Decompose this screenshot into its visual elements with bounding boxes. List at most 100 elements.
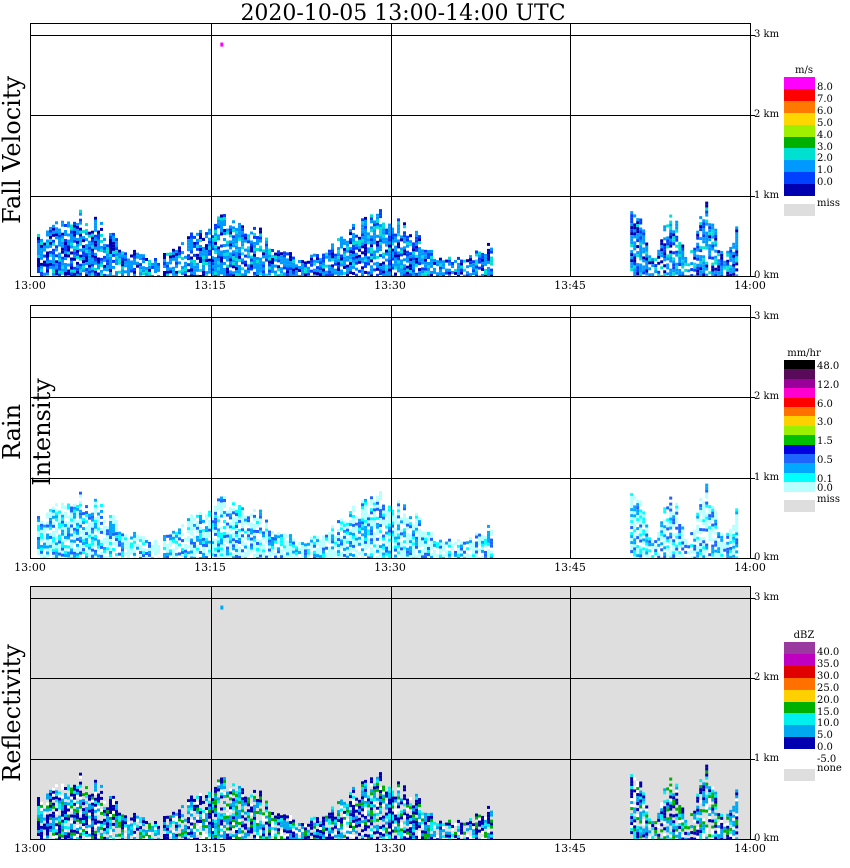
- echo-cell: [283, 814, 286, 818]
- echo-cell: [259, 245, 262, 249]
- echo-cell: [118, 833, 121, 837]
- echo-cell: [352, 804, 355, 808]
- echo-cell: [145, 821, 148, 824]
- echo-cell: [331, 836, 334, 839]
- echo-cell: [130, 260, 133, 264]
- echo-cell: [190, 529, 193, 533]
- echo-cell: [202, 555, 205, 558]
- echo-cell: [127, 830, 130, 834]
- echo-cell: [391, 509, 394, 513]
- echo-cell: [672, 239, 676, 243]
- echo-cell: [142, 539, 145, 543]
- echo-cell: [259, 260, 262, 264]
- echo-cell: [711, 505, 715, 509]
- echo-cell: [37, 534, 40, 537]
- echo-cell: [642, 247, 646, 251]
- echo-cell: [235, 806, 238, 809]
- echo-cell: [58, 791, 61, 795]
- echo-cell: [199, 251, 202, 254]
- echo-cell: [376, 261, 379, 265]
- echo-cell: [687, 275, 691, 276]
- echo-cell: [73, 251, 76, 255]
- echo-cell: [412, 272, 415, 276]
- echo-cell: [361, 521, 364, 525]
- echo-cell: [46, 515, 49, 519]
- echo-cell: [124, 537, 127, 541]
- echo-cell: [403, 504, 406, 508]
- echo-cell: [271, 543, 274, 546]
- echo-cell: [190, 514, 193, 518]
- echo-cell: [657, 534, 661, 538]
- echo-cell: [85, 532, 88, 536]
- echo-cell: [376, 528, 379, 532]
- echo-cell: [163, 553, 166, 556]
- echo-cell: [115, 801, 118, 805]
- echo-cell: [88, 261, 91, 265]
- echo-cell: [100, 245, 103, 249]
- echo-cell: [76, 231, 79, 235]
- echo-cell: [430, 252, 433, 256]
- echo-cell: [427, 268, 430, 271]
- echo-cell: [475, 250, 478, 254]
- grid-hline: [31, 34, 750, 36]
- echo-cell: [711, 550, 715, 554]
- echo-cell: [636, 536, 640, 540]
- echo-cell: [235, 264, 238, 267]
- echo-cell: [244, 536, 247, 540]
- echo-cell: [642, 523, 646, 527]
- echo-cell: [319, 830, 322, 834]
- echo-cell: [436, 554, 439, 558]
- echo-cell: [82, 521, 85, 525]
- echo-cell: [241, 549, 244, 553]
- echo-cell: [430, 531, 433, 535]
- echo-cell: [82, 814, 85, 818]
- echo-cell: [481, 546, 484, 550]
- echo-cell: [97, 799, 100, 803]
- echo-cell: [106, 825, 109, 829]
- echo-cell: [82, 832, 85, 836]
- echo-cell: [675, 238, 679, 242]
- echo-cell: [711, 271, 715, 275]
- echo-cell: [702, 264, 706, 268]
- echo-cell: [645, 269, 649, 273]
- echo-cell: [268, 269, 271, 273]
- echo-cell: [151, 274, 154, 276]
- echo-cell: [229, 270, 232, 274]
- echo-cell: [478, 254, 481, 258]
- echo-cell: [52, 266, 55, 270]
- echo-cell: [642, 271, 646, 275]
- x-tick-label: 14:00: [734, 279, 766, 292]
- echo-cell: [379, 506, 382, 510]
- echo-cell: [271, 818, 274, 821]
- echo-cell: [205, 250, 208, 254]
- echo-cell: [424, 534, 427, 538]
- echo-cell: [711, 544, 715, 548]
- echo-cell: [642, 241, 646, 245]
- echo-cell: [184, 833, 187, 837]
- echo-cell: [223, 520, 226, 523]
- echo-cell: [76, 824, 79, 828]
- echo-cell: [244, 269, 247, 273]
- echo-cell: [121, 263, 124, 267]
- echo-cell: [487, 257, 490, 261]
- echo-cell: [382, 225, 385, 229]
- echo-cell: [37, 516, 40, 519]
- echo-cell: [250, 803, 253, 807]
- echo-cell: [40, 523, 43, 527]
- echo-cell: [478, 251, 481, 255]
- echo-cell: [220, 789, 223, 793]
- echo-cell: [265, 531, 268, 535]
- echo-cell: [79, 521, 82, 525]
- echo-cell: [106, 831, 109, 835]
- echo-cell: [460, 259, 463, 263]
- echo-cell: [376, 243, 379, 247]
- echo-cell: [418, 556, 421, 558]
- echo-cell: [705, 210, 709, 214]
- echo-cell: [76, 830, 79, 834]
- echo-cell: [64, 793, 67, 796]
- echo-cell: [418, 541, 421, 545]
- echo-cell: [262, 261, 265, 265]
- echo-cell: [91, 524, 94, 528]
- echo-cell: [88, 528, 91, 532]
- echo-cell: [283, 835, 286, 839]
